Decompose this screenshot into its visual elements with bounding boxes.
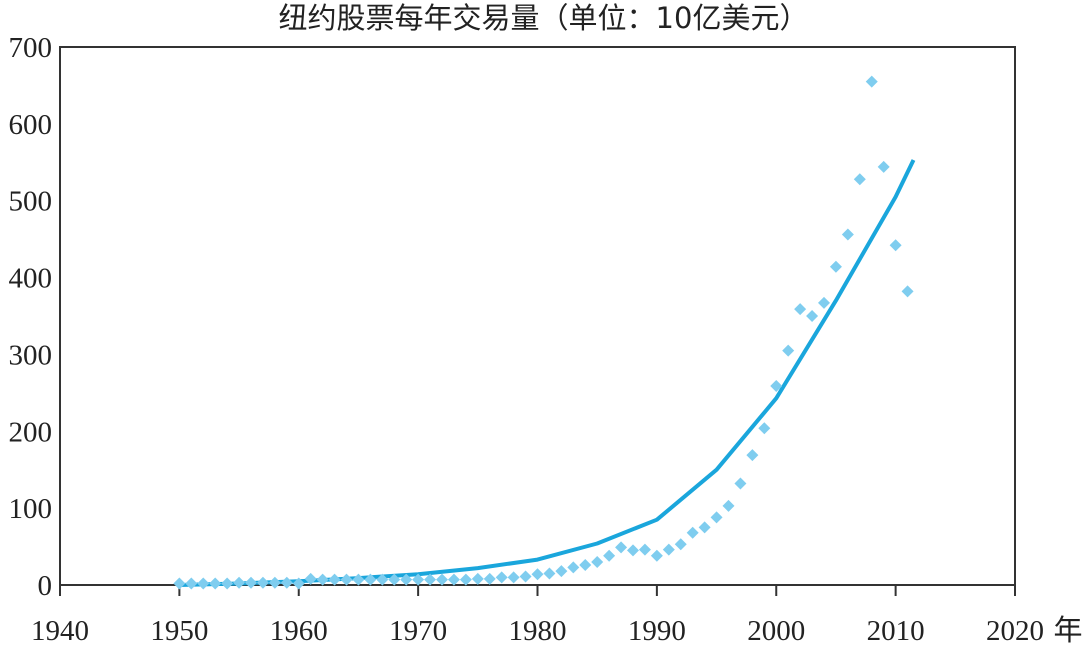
data-point <box>233 576 246 589</box>
data-point <box>579 559 592 572</box>
data-point <box>591 555 604 568</box>
data-point <box>471 572 484 585</box>
x-tick-label: 1950 <box>150 615 208 645</box>
y-tick-label: 0 <box>38 570 53 602</box>
data-point <box>627 544 639 557</box>
data-point <box>686 526 699 539</box>
data-point <box>256 576 269 589</box>
data-point <box>722 499 735 512</box>
data-point <box>507 571 520 584</box>
x-tick-label: 1960 <box>270 615 328 645</box>
data-point <box>615 541 628 554</box>
data-point <box>245 576 257 589</box>
x-tick-label: 2020 <box>986 615 1044 645</box>
fit-curve <box>179 159 916 587</box>
data-point <box>889 239 902 252</box>
data-point <box>447 573 460 586</box>
data-point <box>352 573 365 586</box>
x-tick-label: 1990 <box>628 615 686 645</box>
y-tick-label: 500 <box>9 186 53 218</box>
data-point <box>674 538 687 551</box>
y-tick-label: 200 <box>9 416 53 448</box>
data-point <box>901 285 914 298</box>
data-point <box>782 344 795 357</box>
data-point <box>746 449 759 462</box>
data-point <box>388 573 401 586</box>
data-point <box>818 296 830 309</box>
data-point <box>794 303 807 316</box>
data-point <box>280 576 293 589</box>
y-tick-label: 300 <box>9 339 53 371</box>
data-point <box>412 573 425 586</box>
data-point <box>519 570 532 583</box>
data-point <box>853 173 866 186</box>
data-point <box>400 573 413 586</box>
data-point <box>268 576 281 589</box>
data-point <box>841 228 854 241</box>
y-tick-label: 600 <box>9 109 53 141</box>
data-point <box>865 75 878 88</box>
y-tick-label: 400 <box>9 263 53 295</box>
data-point <box>877 160 890 173</box>
data-point <box>316 573 329 586</box>
x-tick-label: 1970 <box>389 615 447 645</box>
data-point <box>555 565 568 578</box>
data-point <box>221 577 234 590</box>
data-point <box>770 379 783 392</box>
y-tick-label: 700 <box>9 32 53 64</box>
data-point <box>173 577 186 590</box>
data-point <box>376 573 389 586</box>
data-point <box>806 310 819 322</box>
data-point <box>567 561 580 574</box>
data-point <box>710 511 723 524</box>
data-point <box>483 572 496 585</box>
data-point <box>495 571 508 584</box>
y-tick-label: 100 <box>9 493 53 525</box>
chart-title: 纽约股票每年交易量（单位：10亿美元） <box>278 1 809 35</box>
data-point <box>603 549 616 562</box>
data-point <box>531 568 544 581</box>
data-point <box>364 573 377 586</box>
data-point <box>328 573 341 586</box>
data-point <box>638 543 651 556</box>
data-point <box>197 577 210 590</box>
data-point <box>698 521 711 534</box>
x-axis-label: 年 <box>1053 614 1082 645</box>
data-point <box>543 567 556 580</box>
data-point <box>734 477 747 490</box>
data-point <box>424 573 437 586</box>
data-point <box>758 422 771 435</box>
x-tick-label: 2000 <box>747 615 805 645</box>
data-point <box>185 577 198 590</box>
data-point <box>340 573 353 586</box>
data-point <box>662 543 675 556</box>
data-point <box>459 573 472 586</box>
data-point <box>650 549 663 562</box>
x-tick-label: 2010 <box>867 615 925 645</box>
data-point <box>436 573 448 586</box>
data-point <box>209 577 222 590</box>
data-point <box>292 577 305 590</box>
data-point <box>304 572 317 585</box>
x-tick-label: 1980 <box>509 615 567 645</box>
data-point <box>829 260 842 273</box>
x-tick-label: 1940 <box>31 615 89 645</box>
plot-frame <box>59 46 1016 586</box>
